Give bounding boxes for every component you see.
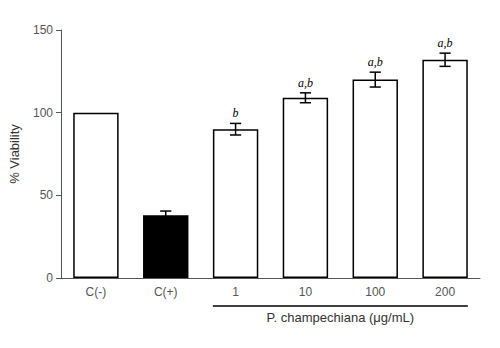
- svg-text:0: 0: [46, 271, 53, 285]
- svg-text:b: b: [233, 106, 239, 120]
- svg-text:200: 200: [435, 285, 455, 299]
- svg-text:50: 50: [40, 188, 54, 202]
- svg-text:150: 150: [33, 23, 53, 37]
- svg-text:a,b: a,b: [298, 76, 313, 90]
- svg-text:C(+): C(+): [154, 285, 178, 299]
- svg-text:P. champechiana (μg/mL): P. champechiana (μg/mL): [267, 310, 414, 325]
- svg-text:10: 10: [299, 285, 313, 299]
- svg-text:1: 1: [232, 285, 239, 299]
- svg-text:C(-): C(-): [86, 285, 107, 299]
- svg-text:% Viability: % Viability: [7, 124, 22, 184]
- svg-text:a,b: a,b: [368, 55, 383, 69]
- svg-text:100: 100: [33, 106, 53, 120]
- svg-text:a,b: a,b: [438, 36, 453, 50]
- svg-text:100: 100: [365, 285, 385, 299]
